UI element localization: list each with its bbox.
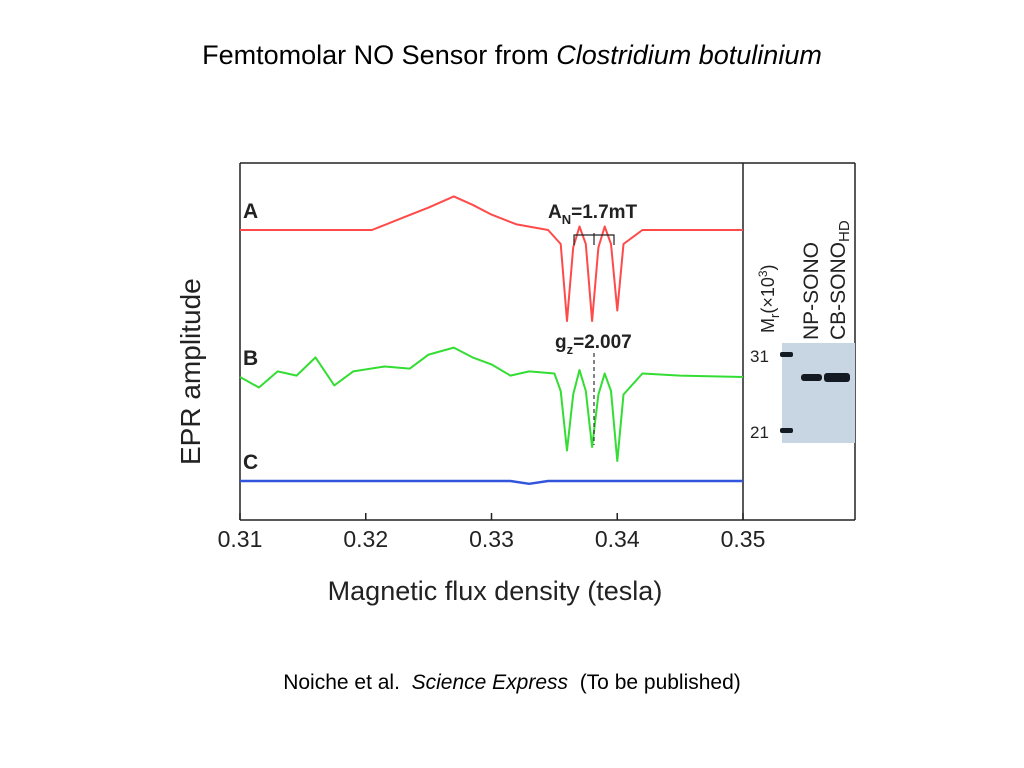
series-b-label: B [243, 347, 258, 370]
an-annotation-value: =1.7mT [571, 202, 637, 223]
gel-band-np-sono [801, 374, 822, 381]
an-annotation-label: A [548, 202, 562, 223]
citation-authors: Noiche et al. [283, 671, 400, 694]
gel-mr-label-exp: 3 [756, 270, 770, 277]
gel-mr-label: Mr(×103) [756, 264, 782, 333]
epr-chart: ABC 0.31 0.32 0.33 0.34 0.35 AN=1.7mT gz=2.0… [175, 162, 856, 606]
gel-marker-21: 21 [750, 423, 769, 442]
series-c-line [240, 479, 743, 486]
x-tick-layer: 0.31 0.32 0.33 0.34 0.35 [218, 513, 766, 552]
gel-marker-31: 31 [750, 347, 769, 366]
gel-lane-np-sono: NP-SONO [800, 242, 823, 340]
gz-annotation-sub: z [567, 342, 574, 357]
gz-annotation-label: g [555, 332, 567, 353]
series-label-layer: A B C [243, 200, 258, 474]
citation-journal: Science Express [411, 671, 569, 694]
x-tick-label-0.32: 0.32 [343, 526, 388, 552]
slide-title-main: Femtomolar NO Sensor from [202, 40, 557, 70]
gel-band-cb-sono [824, 373, 850, 382]
gel-marker-band-21 [780, 428, 793, 433]
an-annotation-sub: N [562, 212, 571, 227]
series-a-line [240, 195, 743, 322]
gel-lane-cb-sono-name: CB-SONO [827, 242, 850, 340]
series-c-label: C [243, 451, 258, 474]
gel-mr-label-close: ) [758, 264, 778, 270]
gel-mr-label-unit: (×10 [758, 277, 778, 314]
x-tick-label-0.34: 0.34 [595, 526, 640, 552]
gz-annotation-value: =2.007 [573, 332, 632, 353]
slide-title-organism: Clostridium botulinium [556, 40, 822, 70]
hyperfine-bracket [573, 233, 615, 245]
gel-lane-cb-sono: CB-SONOHD [827, 220, 853, 340]
slide-title: Femtomolar NO Sensor from Clostridium bo… [0, 40, 1024, 71]
series-layer [239, 195, 744, 486]
gel-mr-label-sub: r [767, 313, 782, 318]
an-annotation: AN=1.7mT [548, 202, 638, 227]
gel-inset: 31 21 Mr(×103) NP-SONO CB-SONOHD [750, 220, 855, 443]
gel-mr-label-m: M [758, 318, 778, 333]
x-tick-label-0.35: 0.35 [721, 526, 766, 552]
citation: Noiche et al. Science Express (To be pub… [0, 671, 1024, 695]
gel-lane-cb-sono-suffix: HD [836, 220, 853, 242]
gel-marker-band-31 [780, 352, 793, 357]
gz-annotation: gz=2.007 [555, 332, 632, 357]
x-tick-label-0.31: 0.31 [218, 526, 263, 552]
series-b-line [239, 346, 744, 462]
series-a-label: A [243, 200, 258, 223]
x-tick-label-0.33: 0.33 [469, 526, 514, 552]
gel-background [782, 343, 855, 443]
x-axis-label: Magnetic flux density (tesla) [328, 576, 663, 606]
citation-note: (To be published) [579, 671, 741, 694]
y-axis-label: EPR amplitude [175, 278, 206, 465]
